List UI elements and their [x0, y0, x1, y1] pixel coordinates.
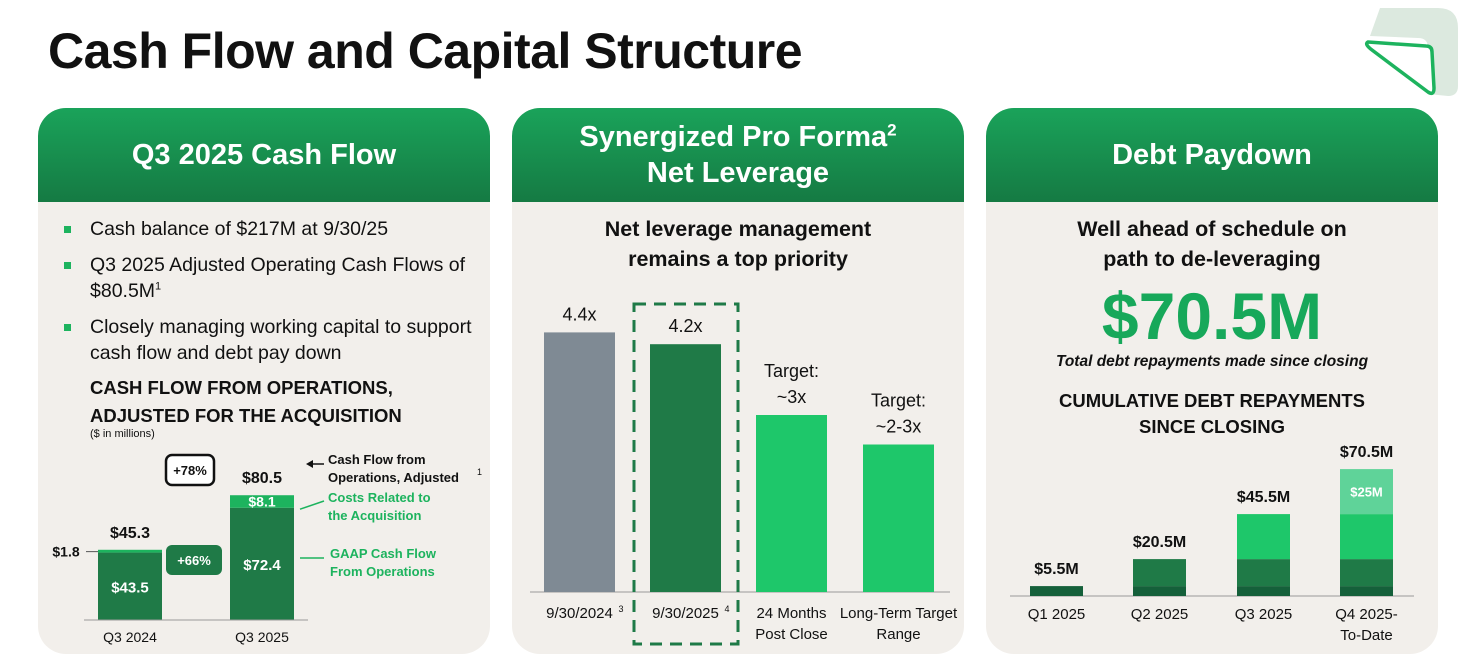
- cash-flow-panel-title: Q3 2025 Cash Flow: [131, 139, 397, 171]
- footnote-marker: 1: [155, 280, 162, 293]
- category-label-1: Q3 2025: [235, 629, 289, 645]
- legend-adjusted-line2: Operations, Adjusted: [328, 470, 459, 485]
- leverage-category-2-b: Post Close: [755, 626, 828, 643]
- bar-gaap-1: [230, 507, 294, 620]
- highlight-dashed-box: [632, 302, 740, 646]
- legend-costs-line1: Costs Related to: [328, 490, 431, 505]
- repayment-total-3: $70.5M: [1340, 444, 1393, 461]
- total-label-0: $45.3: [110, 525, 150, 542]
- net-leverage-title-line1: Synergized Pro Forma: [579, 121, 888, 153]
- total-repayment-note: Total debt repayments made since closing: [1055, 353, 1369, 370]
- leverage-category-sup-0: 3: [619, 604, 624, 614]
- legend-gaap-line2: From Operations: [330, 564, 435, 579]
- repayment-segment-1-1: [1133, 559, 1186, 587]
- leverage-category-0: 9/30/2024: [546, 605, 613, 622]
- repayment-segment-3-2: [1340, 514, 1393, 560]
- cash-flow-panel: Q3 2025 Cash Flow Cash balance of $217M …: [38, 108, 490, 654]
- repayment-segment-2-2: [1237, 514, 1290, 560]
- segment-label-costs-0: $1.8: [52, 544, 79, 560]
- segment-label-gaap-1: $72.4: [243, 557, 281, 574]
- net-leverage-title-line2: Net Leverage: [646, 157, 830, 189]
- debt-paydown-panel: Debt Paydown Well ahead of schedule on p…: [986, 108, 1438, 654]
- repayment-category-3-b: To-Date: [1340, 627, 1393, 644]
- leverage-bar-0: [544, 332, 615, 592]
- cash-flow-chart-title: CASH FLOW FROM OPERATIONS, ADJUSTED FOR …: [90, 377, 402, 426]
- repayment-segment-1-0: [1133, 586, 1186, 596]
- leverage-bar-1: [650, 344, 721, 592]
- bar-acquisition-costs-0: [98, 549, 162, 553]
- legend-adjusted-line1: Cash Flow from: [328, 452, 426, 467]
- legend-gaap-line1: GAAP Cash Flow: [330, 546, 437, 561]
- bullet-cash-balance: Cash balance of $217M at 9/30/25: [60, 216, 480, 242]
- cash-flow-chart: $43.5 $45.3 Q3 2024 $72.4 $80.5 Q3 2025 $8.1 $1…: [52, 452, 482, 645]
- cash-flow-bullets: Cash balance of $217M at 9/30/25 Q3 2025…: [60, 216, 480, 376]
- leverage-value-label-2-a: Target:: [764, 361, 819, 381]
- debt-repayment-chart: $5.5M Q1 2025 $20.5M Q2 2025 $45.5M Q3 2025 $7…: [1010, 444, 1414, 644]
- growth-badge-78: [164, 453, 216, 487]
- repayment-segment-3-0: [1340, 586, 1393, 596]
- repayment-category-3-a: Q4 2025-: [1335, 606, 1398, 623]
- repayment-total-0: $5.5M: [1034, 561, 1078, 578]
- repayment-increment-label: $25M: [1350, 485, 1383, 500]
- repayment-total-1: $20.5M: [1133, 534, 1186, 551]
- bar-gaap-0: [98, 552, 162, 620]
- leverage-bar-2: [756, 415, 827, 592]
- repayment-category-2: Q3 2025: [1235, 606, 1293, 623]
- footnote-marker: 2: [887, 120, 897, 140]
- repayment-segment-2-0: [1237, 586, 1290, 596]
- segment-label-gaap-0: $43.5: [111, 579, 149, 596]
- cash-flow-panel-header: Q3 2025 Cash Flow: [38, 108, 490, 202]
- leverage-value-label-3-a: Target:: [871, 391, 926, 411]
- repayment-segment-3-1: [1340, 559, 1393, 587]
- repayment-category-1: Q2 2025: [1131, 606, 1189, 623]
- arrow-left-icon: [306, 460, 313, 468]
- segment-label-costs-1: $8.1: [248, 494, 275, 510]
- bar-acquisition-costs-1: [230, 495, 294, 508]
- leverage-bar-3: [863, 444, 934, 592]
- net-leverage-subtitle: Net leverage management remains a top pr…: [604, 217, 872, 271]
- debt-paydown-panel-header: Debt Paydown: [986, 108, 1438, 202]
- debt-paydown-panel-title: Debt Paydown: [1112, 139, 1312, 171]
- repayment-segment-2-1: [1237, 559, 1290, 587]
- repayment-category-0: Q1 2025: [1028, 606, 1086, 623]
- page-title: Cash Flow and Capital Structure: [48, 23, 803, 79]
- leverage-value-label-1: 4.2x: [668, 316, 702, 336]
- leverage-category-2-a: 24 Months: [756, 605, 826, 622]
- legend-arrow-costs: [299, 500, 325, 510]
- leverage-value-label-2-b: ~3x: [777, 387, 807, 407]
- legend-adjusted-sup: 1: [477, 467, 482, 477]
- legend-costs-line2: the Acquisition: [328, 508, 421, 523]
- repayment-segment-0-0: [1030, 586, 1083, 596]
- growth-badge-66: [166, 545, 222, 575]
- category-label-0: Q3 2024: [103, 629, 157, 645]
- leverage-category-sup-1: 4: [725, 604, 730, 614]
- leverage-value-label-3-b: ~2-3x: [876, 417, 922, 437]
- net-leverage-chart: 4.4x 9/30/2024 3 4.2x 9/30/2025 4 Target: ~3x 24…: [530, 302, 958, 646]
- leverage-value-label-0: 4.4x: [562, 304, 596, 324]
- leverage-category-1: 9/30/2025: [652, 605, 719, 622]
- debt-paydown-subtitle: Well ahead of schedule on path to de-lev…: [1077, 217, 1347, 271]
- growth-label-66: +66%: [177, 553, 211, 568]
- bullet-working-capital: Closely managing working capital to supp…: [60, 314, 480, 366]
- company-logo: [1364, 8, 1458, 96]
- total-label-1: $80.5: [242, 470, 282, 487]
- repayment-segment-3-3: [1340, 469, 1393, 515]
- net-leverage-panel-header: Synergized Pro Forma2 Net Leverage: [512, 108, 964, 202]
- net-leverage-panel: Synergized Pro Forma2 Net Leverage Net l…: [512, 108, 964, 654]
- cumulative-chart-title: CUMULATIVE DEBT REPAYMENTS SINCE CLOSING: [1059, 390, 1365, 437]
- cash-flow-chart-subtitle: ($ in millions): [90, 428, 155, 440]
- leverage-category-3-a: Long-Term Target: [840, 605, 958, 622]
- leverage-category-3-b: Range: [876, 626, 920, 643]
- repayment-total-2: $45.5M: [1237, 489, 1290, 506]
- growth-label-78: +78%: [173, 463, 207, 478]
- bullet-adjusted-cash-flow: Q3 2025 Adjusted Operating Cash Flows of…: [60, 252, 480, 304]
- total-repayment-figure: $70.5M: [1101, 279, 1323, 353]
